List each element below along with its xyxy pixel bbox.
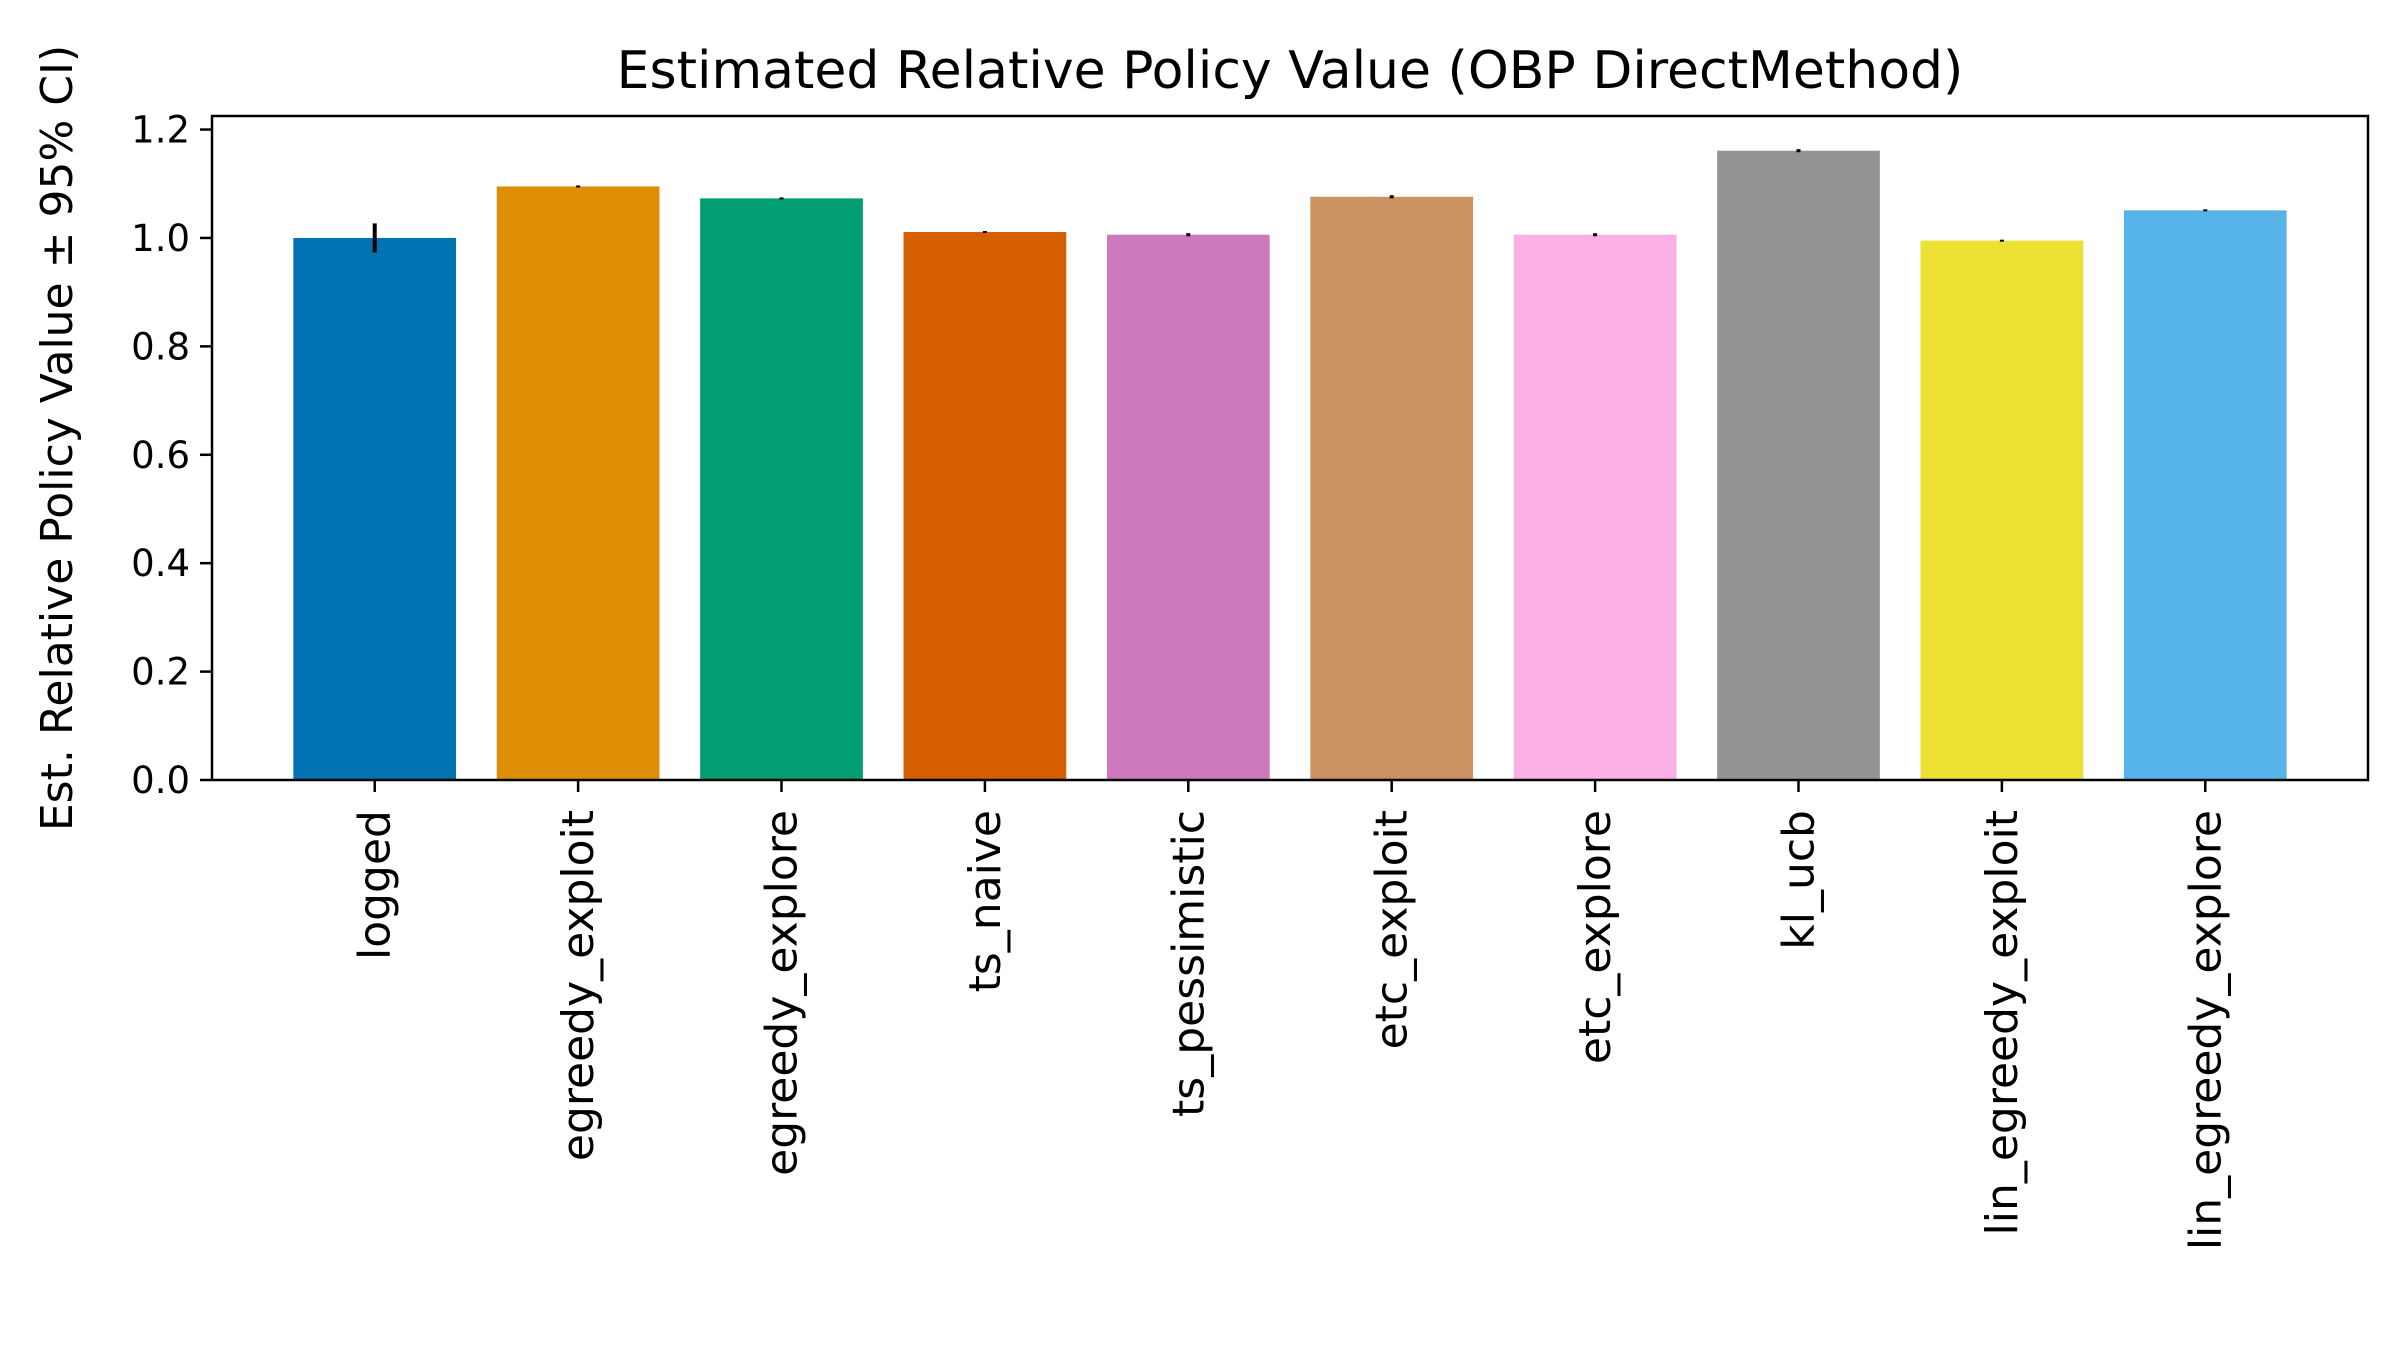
bar-etc-exploit bbox=[1310, 196, 1474, 780]
x-tick-label: kl_ucb bbox=[1773, 810, 1824, 950]
bar-ts-pessimistic bbox=[1106, 234, 1270, 781]
bar-egreedy-exploit bbox=[496, 186, 660, 780]
bar-egreedy-explore bbox=[700, 198, 863, 780]
error-bars-layer bbox=[372, 149, 2208, 253]
y-axis-label: Est. Relative Policy Value ± 95% CI) bbox=[32, 45, 83, 831]
y-tick-label: 0.0 bbox=[131, 759, 190, 802]
x-tick-label: lin_egreedy_exploit bbox=[1977, 810, 2028, 1235]
x-tick-label: ts_naive bbox=[960, 810, 1011, 992]
y-tick-label: 0.4 bbox=[131, 542, 190, 585]
bar-etc-explore bbox=[1513, 234, 1677, 781]
x-tick-label: etc_exploit bbox=[1367, 810, 1418, 1049]
bar-kl-ucb bbox=[1717, 150, 1880, 780]
x-tick-label: egreedy_exploit bbox=[553, 810, 604, 1161]
x-axis-ticks: logged egreedy_exploit egreedy_explore ts_n… bbox=[350, 780, 2231, 1250]
y-axis-ticks: 0.0 0.2 0.4 0.6 0.8 1.0 1.2 bbox=[131, 109, 212, 802]
x-tick-label: lin_egreedy_explore bbox=[2180, 810, 2231, 1250]
y-tick-label: 0.6 bbox=[131, 434, 190, 477]
x-tick-label: ts_pessimistic bbox=[1163, 810, 1214, 1117]
y-tick-label: 0.2 bbox=[131, 651, 190, 694]
x-tick-label: etc_explore bbox=[1570, 810, 1621, 1064]
x-tick-label: logged bbox=[350, 810, 401, 960]
x-tick-label: egreedy_explore bbox=[757, 810, 808, 1176]
y-tick-label: 1.2 bbox=[131, 109, 190, 152]
bar-lin-egreedy-exploit bbox=[1920, 240, 2084, 781]
bar-lin-egreedy-explore bbox=[2123, 210, 2287, 780]
bar-ts-naive bbox=[903, 231, 1067, 781]
y-tick-label: 0.8 bbox=[131, 325, 190, 368]
plot-frame bbox=[210, 114, 2370, 782]
bar-logged bbox=[293, 237, 457, 781]
y-tick-label: 1.0 bbox=[131, 217, 190, 260]
bars-layer bbox=[293, 150, 2287, 781]
chart-title: Estimated Relative Policy Value (OBP Dir… bbox=[617, 41, 1964, 101]
